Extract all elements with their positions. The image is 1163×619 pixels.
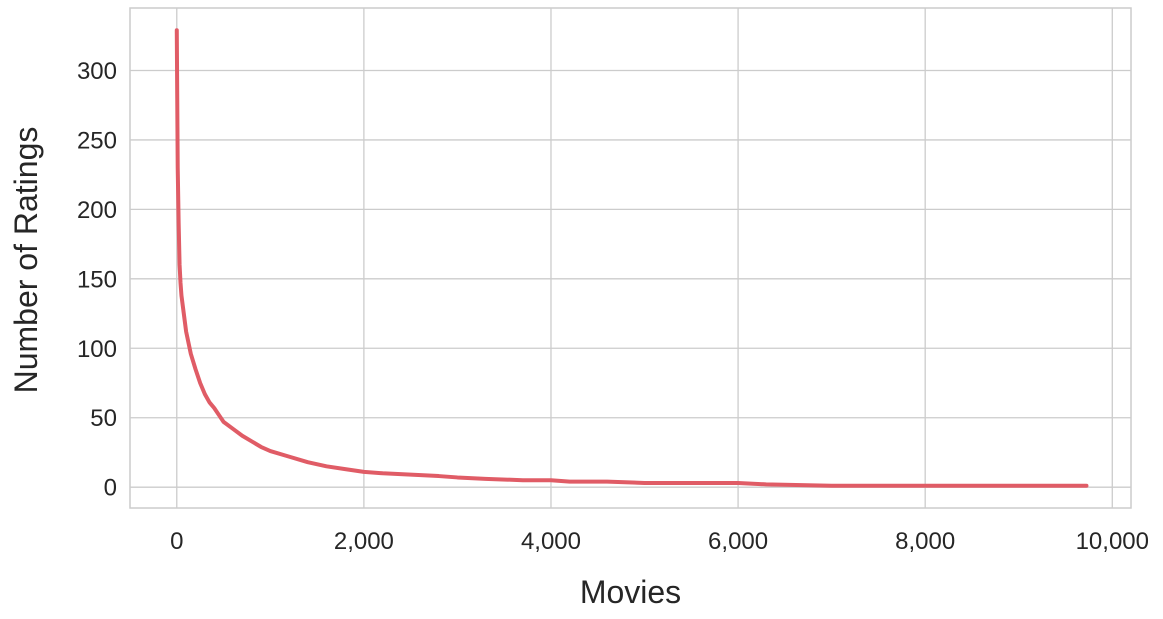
y-tick-label: 50 xyxy=(90,405,117,432)
y-tick-label: 100 xyxy=(77,336,117,363)
y-tick-label: 0 xyxy=(104,475,117,502)
y-tick-labels: 0 50 100 150 200 250 300 xyxy=(77,58,117,502)
x-tick-label: 2,000 xyxy=(334,528,394,555)
y-gridlines xyxy=(130,69,1131,488)
y-tick-label: 200 xyxy=(77,197,117,224)
series-line xyxy=(174,28,1089,488)
plot-frame xyxy=(129,7,1132,509)
series-layer xyxy=(174,28,1089,488)
x-tick-label: 4,000 xyxy=(521,528,581,555)
y-tick-label: 300 xyxy=(77,58,117,85)
y-tick-label: 150 xyxy=(77,266,117,293)
x-tick-label: 0 xyxy=(170,528,183,555)
x-tick-label: 6,000 xyxy=(708,528,768,555)
x-tick-label: 10,000 xyxy=(1076,528,1149,555)
x-tick-label: 8,000 xyxy=(895,528,955,555)
x-axis-label: Movies xyxy=(580,574,681,610)
x-gridlines xyxy=(176,8,1113,508)
y-tick-label: 250 xyxy=(77,127,117,154)
x-tick-labels: 0 2,000 4,000 6,000 8,000 10,000 xyxy=(170,528,1149,555)
y-axis-label: Number of Ratings xyxy=(8,127,44,394)
